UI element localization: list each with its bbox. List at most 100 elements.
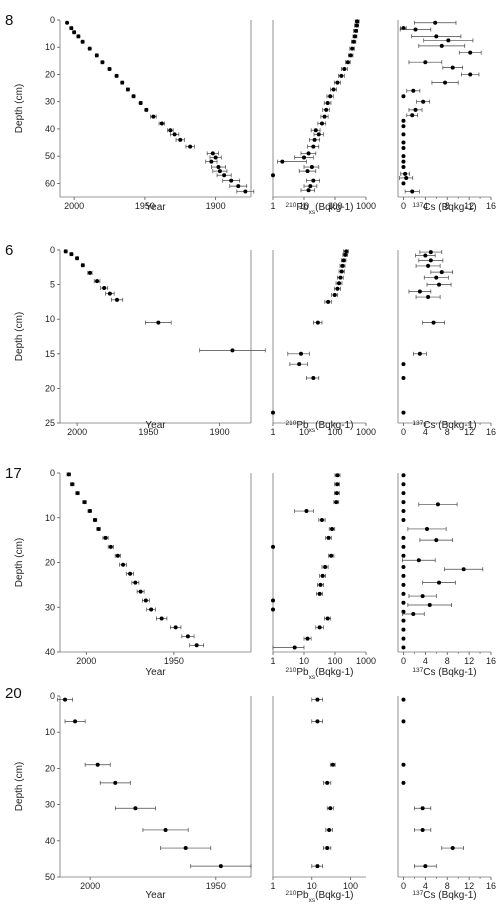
pb-label-sub: xs [309,209,316,216]
pb-data-point [311,144,316,149]
pb-data-point [326,299,331,304]
year-data-point [120,80,125,85]
year-data-point [73,719,78,724]
cs-data-point [437,282,442,287]
pb-data-point [343,252,348,257]
year-axis-label: Year [145,667,166,678]
year-tick-label: 1950 [206,881,226,891]
year-data-point [63,249,68,254]
cs-data-point [450,65,455,70]
pb-tick-label: 1 [270,881,275,891]
pb-data-point [334,500,339,505]
year-data-point [108,544,113,549]
cs-data-point [401,500,406,505]
pb-data-point [341,258,346,263]
year-axis-label: Year [145,890,166,901]
pb-data-point [348,53,353,58]
pb-data-point [327,827,332,832]
year-panel: 2000 1950 [59,472,252,666]
cs-data-point [403,171,408,176]
year-data-point [66,472,71,477]
pb-data-point [352,34,357,39]
cs-data-point [417,289,422,294]
year-data-point [63,697,68,702]
cs-data-point [401,553,406,558]
cs-data-point [417,351,422,356]
year-data-point [103,535,108,540]
cs-data-point [401,94,406,99]
year-data-point [87,270,92,275]
pb-data-point [325,101,330,106]
pb-data-point [329,553,334,558]
pb-data-point [328,94,333,99]
pb-data-point [304,509,309,514]
pb-data-point [328,806,333,811]
pb-data-point [302,155,306,160]
year-panel: 2000 1950 1900 [59,249,266,437]
pb-data-point [340,263,345,268]
year-data-point [95,762,100,767]
pb-axis-label: 210Pbxs(Bqkg-1) [286,667,354,681]
cs-data-point [401,627,406,632]
cs-tick-label: 8 [445,656,450,666]
year-tick-label: 2000 [67,427,87,437]
cs-data-point [401,618,406,623]
year-data-point [128,571,133,576]
cs-data-point [401,517,406,522]
pb-data-point [305,169,310,174]
year-tick-label: 1900 [210,427,230,437]
cs-data-point [401,145,406,150]
core-label: 17 [5,465,22,482]
year-data-point [173,625,178,630]
year-data-point [125,87,130,92]
pb-tick-label: 100 [343,881,358,891]
cs-data-point [401,159,406,164]
year-data-point [75,256,80,261]
depth-tick-label: 20 [45,763,55,773]
year-data-point [143,598,148,603]
cs-tick-label: 4 [423,656,428,666]
year-data-point [94,53,99,58]
cs-data-point [401,564,406,569]
year-tick-label: 1950 [135,201,155,211]
cs-tick-label: 16 [486,881,496,891]
depth-tick-label: 60 [45,178,55,188]
cs-tick-label: 0 [401,201,406,211]
pb-data-point [330,762,335,767]
cs-data-point [401,410,406,415]
cs-data-point [401,491,406,496]
cs-data-point [411,88,416,93]
year-data-point [194,643,199,648]
cs-data-point [428,258,433,263]
year-data-point [65,20,70,25]
cs-tick-label: 8 [445,201,450,211]
cs-data-point [401,762,406,767]
pb-tick-label: 1 [270,201,275,211]
cs-data-point [426,263,431,268]
cs-tick-label: 12 [464,881,474,891]
cs-data-point [446,38,451,43]
year-data-point [229,178,234,183]
pb-tick-label: 10 [299,201,309,211]
pb-data-point [338,275,343,280]
pb-axis-label: 210Pbxs(Bqkg-1) [286,202,354,216]
cs-data-point [410,189,415,194]
cs-data-point [401,573,406,578]
year-data-point [151,114,156,119]
pb-data-point [306,151,311,156]
year-data-point [144,107,149,112]
year-data-point [75,491,80,496]
cs-data-point [424,526,429,531]
cs-data-point [401,181,406,186]
core-label: 20 [5,685,22,702]
pb-data-point [318,582,323,587]
cs-data-point [420,806,425,811]
pb-data-point [320,573,325,578]
pb-data-point [335,473,340,478]
pb-label-element: Pb [296,420,309,431]
cs-data-point [401,780,406,785]
depth-axis-label: Depth (cm) [14,762,25,811]
pb-label-unit: (Bqkg-1) [315,202,353,213]
depth-tick-label: 25 [45,418,55,428]
cs-data-point [434,34,439,39]
